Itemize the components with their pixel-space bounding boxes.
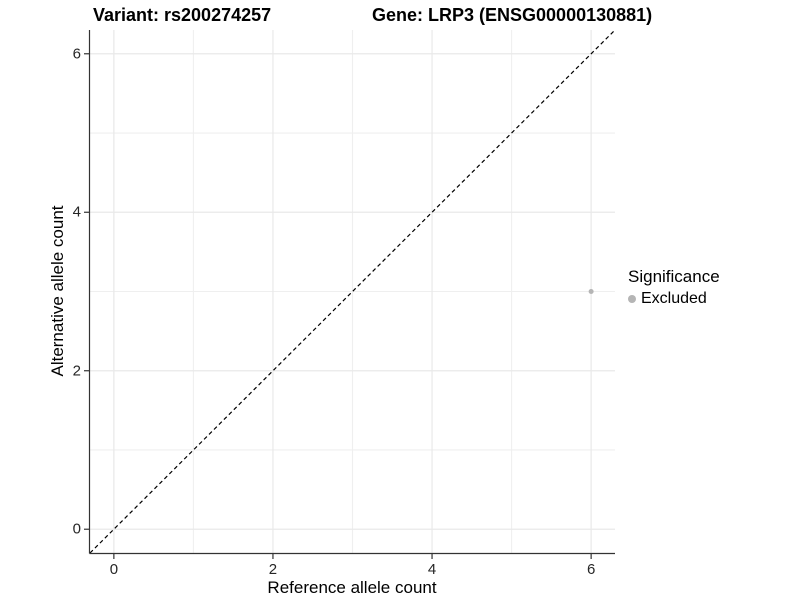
identity-reference-line: [89, 29, 616, 554]
legend: Significance Excluded: [628, 267, 720, 308]
legend-marker-circle-icon: [628, 295, 636, 303]
y-tick-label: 2: [72, 362, 81, 380]
gene-title: Gene: LRP3 (ENSG00000130881): [372, 5, 653, 25]
x-tick-label: 2: [268, 561, 278, 578]
x-tick-label: 0: [109, 561, 119, 578]
variant-title: Variant: rs200274257: [93, 5, 272, 25]
legend-item-label: Excluded: [641, 290, 707, 307]
x-tick-label: 6: [586, 561, 596, 578]
legend-title: Significance: [628, 267, 720, 286]
y-tick-label: 0: [72, 520, 81, 538]
data-point: [588, 289, 594, 294]
x-axis-title: Reference allele count: [267, 578, 437, 597]
x-tick-label: 4: [427, 561, 437, 578]
y-tick-label: 4: [72, 203, 81, 221]
legend-item-excluded: Excluded: [628, 290, 720, 308]
y-tick-label: 6: [72, 45, 81, 63]
y-axis-title: Alternative allele count: [48, 205, 67, 377]
